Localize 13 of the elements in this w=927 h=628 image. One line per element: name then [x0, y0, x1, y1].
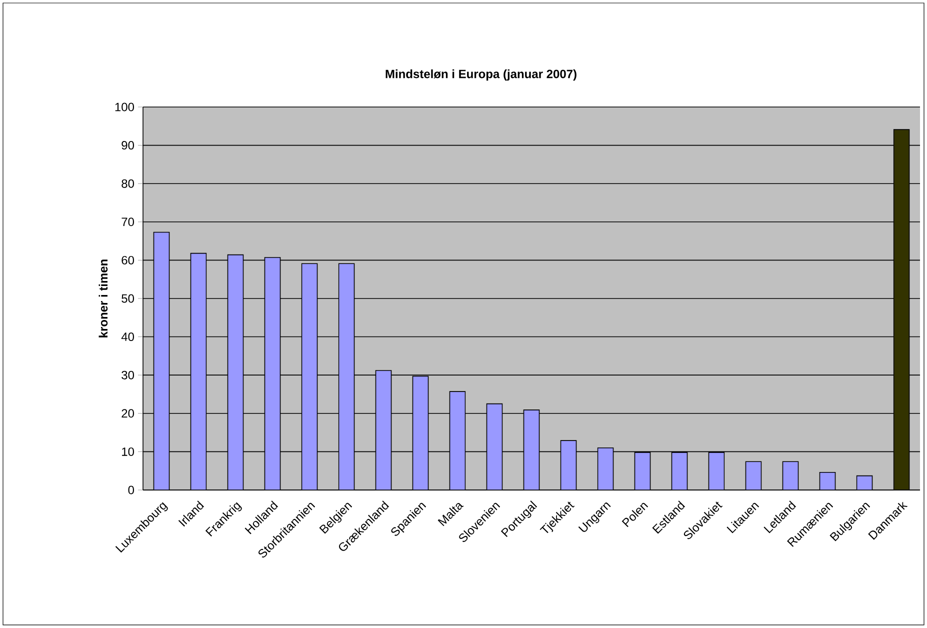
y-tick-label: 80	[122, 179, 134, 188]
y-tick-label: 100	[115, 102, 134, 112]
y-tick-label: 40	[121, 332, 134, 342]
y-axis-title: kroner i timen	[98, 260, 108, 338]
y-tick-label: 10	[122, 447, 134, 456]
chart-title: Mindsteløn i Europa (januar 2007)	[386, 69, 576, 81]
y-tick-label: 20	[122, 409, 134, 418]
y-tick-label: 50	[122, 294, 134, 303]
y-tick-label: 0	[128, 486, 134, 494]
y-tick-label: 60	[122, 256, 134, 264]
y-tick-label: 70	[122, 218, 134, 226]
y-tick-label: 30	[122, 370, 134, 380]
y-tick-label: 90	[122, 141, 134, 150]
